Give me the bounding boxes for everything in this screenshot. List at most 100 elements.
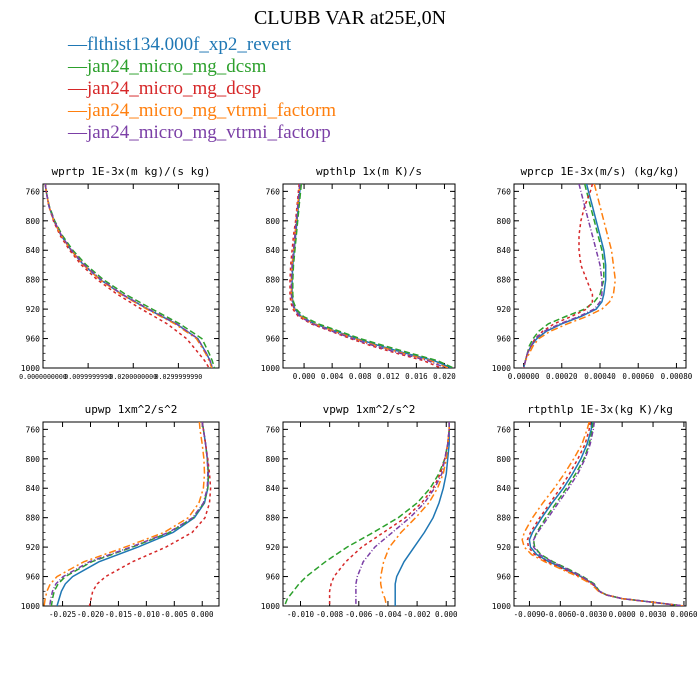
panel-title: rtpthlp 1E-3x(kg K)/kg <box>527 403 673 416</box>
series-line <box>379 422 450 606</box>
y-tick-label: 920 <box>266 305 281 314</box>
x-tick-label: -0.025 <box>49 610 76 619</box>
y-tick-label: 1000 <box>21 364 40 373</box>
plot-frame <box>513 421 687 607</box>
x-tick-label: 0.0200000000 <box>109 373 157 381</box>
y-tick-label: 800 <box>26 455 41 464</box>
series-line <box>44 184 210 368</box>
y-tick-label: 920 <box>26 543 41 552</box>
y-tick-label: 960 <box>497 573 512 582</box>
chart-panel: vpwp 1xm^2/s^2 760 800 840 880 920 960 1000 -0.0… <box>261 403 458 619</box>
y-tick-label: 840 <box>497 246 512 255</box>
legend-line-icon: — <box>68 78 87 99</box>
series-line <box>88 422 212 606</box>
y-tick-label: 880 <box>266 514 281 523</box>
legend-item: — jan24_micro_mg_dcsm <box>68 56 336 78</box>
x-tick-label: -0.010 <box>287 610 315 619</box>
x-tick-label: 0.00080 <box>661 372 693 381</box>
y-tick-label: 760 <box>497 425 512 434</box>
legend-line-icon: — <box>68 34 87 55</box>
series-line <box>283 422 450 606</box>
series-line <box>291 184 452 368</box>
y-tick-label: 960 <box>26 335 41 344</box>
y-tick-label: 760 <box>266 187 281 196</box>
x-tick-label: 0.000 <box>435 610 458 619</box>
y-tick-label: 800 <box>266 217 281 226</box>
figure-title: CLUBB VAR at25E,0N <box>253 7 447 29</box>
x-tick-label: 0.0000000000 <box>19 373 67 381</box>
legend-label: jan24_micro_mg_vtrmi_factorp <box>87 122 331 143</box>
chart-panel: upwp 1xm^2/s^2 760 800 840 880 920 960 1000 -0.0… <box>21 403 220 619</box>
chart-panel: rtpthlp 1E-3x(kg K)/kg 760 800 840 880 920 960… <box>492 403 698 619</box>
series-line <box>44 184 213 368</box>
y-tick-label: 960 <box>266 573 281 582</box>
chart-panel: wprtp 1E-3x(m kg)/(s kg) 760 800 840 880 920 9… <box>19 165 220 381</box>
legend-item: — jan24_micro_mg_vtrmi_factorp <box>68 122 336 144</box>
x-tick-label: -0.020 <box>77 610 105 619</box>
y-tick-label: 1000 <box>261 364 280 373</box>
plot-frame <box>42 183 220 369</box>
legend-label: jan24_micro_mg_dcsm <box>87 56 267 77</box>
series-line <box>532 422 684 606</box>
panel-title: wpthlp 1x(m K)/s <box>316 165 422 178</box>
x-tick-label: 0.0099999990 <box>64 373 112 381</box>
x-tick-label: 0.0299999990 <box>155 373 203 381</box>
y-tick-label: 880 <box>497 276 512 285</box>
x-tick-label: 0.00020 <box>546 372 578 381</box>
y-tick-label: 760 <box>266 425 281 434</box>
x-tick-label: 0.000 <box>293 372 316 381</box>
y-tick-label: 1000 <box>492 602 511 611</box>
series-line <box>43 422 206 606</box>
y-tick-label: 800 <box>497 455 512 464</box>
x-tick-label: -0.002 <box>404 610 431 619</box>
series-line <box>522 184 607 368</box>
y-tick-label: 840 <box>266 484 281 493</box>
panel-title: vpwp 1xm^2/s^2 <box>323 403 416 416</box>
y-tick-label: 840 <box>497 484 512 493</box>
x-tick-label: 0.012 <box>377 372 400 381</box>
x-tick-label: -0.005 <box>161 610 188 619</box>
x-tick-label: -0.004 <box>374 610 402 619</box>
plot-frame <box>513 183 687 369</box>
x-tick-label: -0.0030 <box>575 610 607 619</box>
x-tick-label: -0.006 <box>345 610 373 619</box>
series-line <box>522 184 603 368</box>
legend-item: — jan24_micro_mg_vtrmi_factorm <box>68 100 336 122</box>
panel-title: wprtp 1E-3x(m kg)/(s kg) <box>52 165 211 178</box>
x-tick-label: -0.0060 <box>545 610 577 619</box>
legend: — flthist134.000f_xp2_revert — jan24_mic… <box>68 34 336 144</box>
x-tick-label: 0.008 <box>349 372 372 381</box>
legend-line-icon: — <box>68 100 87 121</box>
x-tick-label: -0.008 <box>316 610 344 619</box>
series-line <box>522 184 594 368</box>
legend-line-icon: — <box>68 56 87 77</box>
series-line <box>44 184 214 368</box>
y-tick-label: 880 <box>26 514 41 523</box>
series-line <box>290 184 449 368</box>
chart-panel: wpthlp 1x(m K)/s 760 800 840 880 920 960 1000 0.… <box>261 165 457 381</box>
y-tick-label: 960 <box>266 335 281 344</box>
y-tick-label: 760 <box>26 187 41 196</box>
y-tick-label: 880 <box>497 514 512 523</box>
y-tick-label: 840 <box>26 246 41 255</box>
x-tick-label: 0.00060 <box>622 372 654 381</box>
x-tick-label: 0.020 <box>433 372 456 381</box>
panel-title: wprcp 1E-3x(m/s) (kg/kg) <box>521 165 680 178</box>
y-tick-label: 1000 <box>21 602 40 611</box>
series-line <box>44 184 216 368</box>
series-line <box>394 422 450 606</box>
plot-frame <box>42 421 220 607</box>
x-tick-label: 0.0000 <box>609 610 637 619</box>
series-line <box>521 422 684 606</box>
y-tick-label: 960 <box>26 573 41 582</box>
series-line <box>292 184 454 368</box>
y-tick-label: 920 <box>266 543 281 552</box>
legend-item: — flthist134.000f_xp2_revert <box>68 34 336 56</box>
y-tick-label: 760 <box>497 187 512 196</box>
series-line <box>526 422 684 606</box>
legend-item: — jan24_micro_mg_dcsp <box>68 78 336 100</box>
series-line <box>522 184 605 368</box>
y-tick-label: 1000 <box>492 364 511 373</box>
y-tick-label: 800 <box>266 455 281 464</box>
y-tick-label: 800 <box>26 217 41 226</box>
